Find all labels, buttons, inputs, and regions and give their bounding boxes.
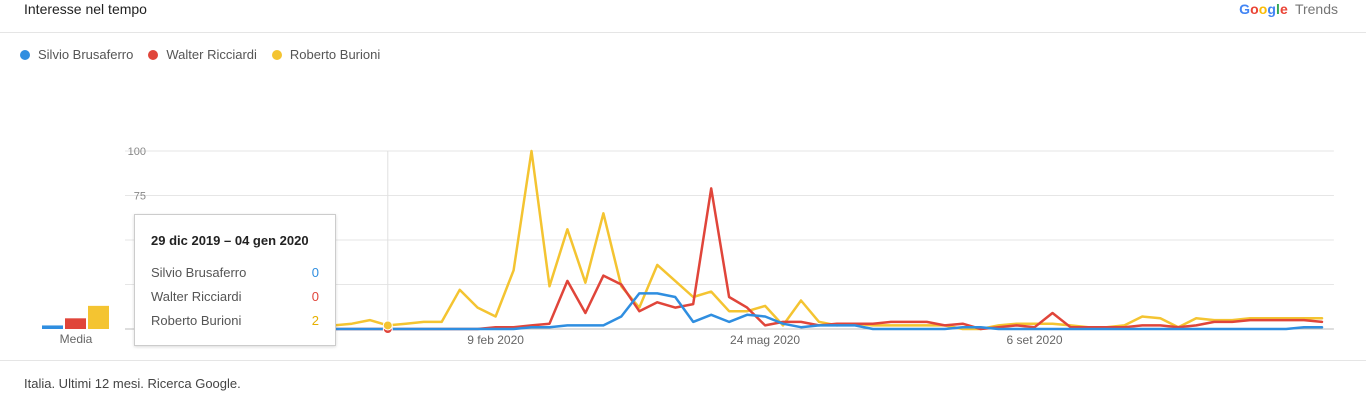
legend-item-ricciardi[interactable]: Walter Ricciardi xyxy=(148,47,257,62)
legend-label-burioni: Roberto Burioni xyxy=(289,47,381,62)
chart-legend: Silvio Brusaferro Walter Ricciardi Rober… xyxy=(20,47,395,62)
tooltip-label-brusaferro: Silvio Brusaferro xyxy=(151,265,247,280)
tooltip-value-brusaferro: 0 xyxy=(311,265,319,280)
average-bar-2 xyxy=(88,305,109,329)
header-bar: Interesse nel tempo Google Trends xyxy=(0,0,1366,33)
legend-item-brusaferro[interactable]: Silvio Brusaferro xyxy=(20,47,133,62)
legend-label-ricciardi: Walter Ricciardi xyxy=(166,47,257,62)
trends-logo-text: Trends xyxy=(1294,1,1338,17)
tooltip-date: 29 dic 2019 – 04 gen 2020 xyxy=(151,233,309,248)
average-bar-0 xyxy=(42,325,63,329)
tooltip-value-ricciardi: 0 xyxy=(311,289,319,304)
legend-dot-ricciardi xyxy=(148,49,159,60)
chart-title: Interesse nel tempo xyxy=(24,1,147,17)
y-tick-label-75: 75 xyxy=(134,191,146,203)
footer-note: Italia. Ultimi 12 mesi. Ricerca Google. xyxy=(24,376,241,391)
series-line-1 xyxy=(278,187,1324,331)
google-logo-text: Google xyxy=(1239,1,1288,17)
tooltip-label-ricciardi: Walter Ricciardi xyxy=(151,289,242,304)
legend-dot-burioni xyxy=(271,49,282,60)
footer-divider xyxy=(0,360,1366,361)
data-tooltip: 29 dic 2019 – 04 gen 2020 Silvio Brusafe… xyxy=(134,214,336,346)
tooltip-label-burioni: Roberto Burioni xyxy=(151,313,242,328)
series-line-2 xyxy=(278,149,1324,331)
google-trends-logo[interactable]: Google Trends xyxy=(1239,1,1338,17)
x-tick-label: 24 mag 2020 xyxy=(730,333,800,347)
tooltip-row-burioni: Roberto Burioni 2 xyxy=(151,313,319,328)
legend-dot-brusaferro xyxy=(20,49,30,60)
tooltip-row-brusaferro: Silvio Brusaferro 0 xyxy=(151,265,319,280)
series-line-0 xyxy=(278,292,1324,331)
average-bar-1 xyxy=(65,318,86,329)
average-label: Media xyxy=(60,332,93,346)
y-tick-label-100: 100 xyxy=(128,146,146,158)
x-tick-label: 9 feb 2020 xyxy=(467,333,524,347)
tooltip-value-burioni: 2 xyxy=(311,313,319,328)
x-tick-label: 6 set 2020 xyxy=(1007,333,1063,347)
legend-item-burioni[interactable]: Roberto Burioni xyxy=(271,47,381,62)
legend-label-brusaferro: Silvio Brusaferro xyxy=(38,47,134,62)
tooltip-row-ricciardi: Walter Ricciardi 0 xyxy=(151,289,319,304)
hover-marker-2 xyxy=(382,320,393,331)
